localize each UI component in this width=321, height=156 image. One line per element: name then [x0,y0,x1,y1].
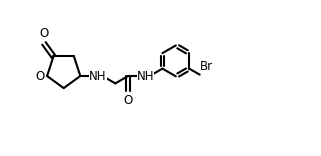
Text: NH: NH [89,70,107,83]
Text: O: O [124,94,133,107]
Text: O: O [39,27,48,40]
Text: NH: NH [137,70,154,83]
Text: O: O [35,70,44,83]
Text: Br: Br [200,60,213,73]
